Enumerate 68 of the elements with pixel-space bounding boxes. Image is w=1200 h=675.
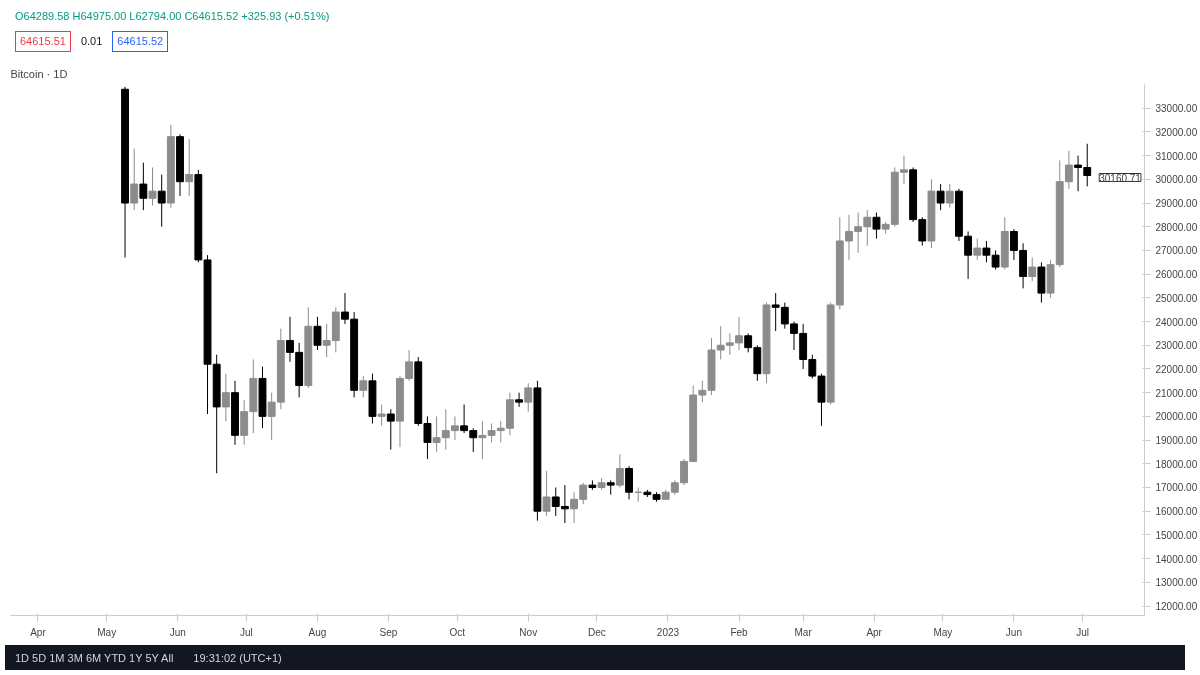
x-tick-label: Feb xyxy=(730,626,749,638)
y-tick-label: 24000.00 xyxy=(1155,316,1198,328)
text: 0.01 xyxy=(79,33,104,49)
y-tick-label: 14000.00 xyxy=(1155,553,1198,565)
y-tick-label: 16000.00 xyxy=(1155,506,1198,518)
text: 64615.52 xyxy=(112,30,169,53)
x-tick-label: Jun xyxy=(169,626,186,638)
x-tick-label: Apr xyxy=(866,626,883,638)
candlestick xyxy=(625,465,633,500)
candlestick xyxy=(515,392,524,408)
y-tick-label: 19000.00 xyxy=(1155,435,1198,447)
x-tick-label: Dec xyxy=(588,626,606,638)
candlestick xyxy=(359,375,368,398)
y-tick-label: 21000.00 xyxy=(1155,387,1198,399)
candlestick xyxy=(313,316,322,351)
x-tick-label: Jul xyxy=(1076,626,1090,638)
candlestick xyxy=(524,382,533,413)
x-tick-label: Oct xyxy=(449,626,466,638)
y-tick-label: 33000.00 xyxy=(1155,103,1198,115)
y-tick-label: 28000.00 xyxy=(1155,221,1198,233)
y-tick-label: 23000.00 xyxy=(1155,340,1198,352)
candlestick xyxy=(221,373,230,422)
candlestick xyxy=(991,249,1000,270)
text: 64615.51 xyxy=(15,30,71,53)
y-tick-label: 25000.00 xyxy=(1155,292,1198,304)
y-tick-label: 17000.00 xyxy=(1155,482,1198,494)
x-tick-label: Sep xyxy=(379,626,398,638)
x-tick-label: Nov xyxy=(519,626,538,638)
candlestick xyxy=(615,453,624,488)
y-tick-label: 27000.00 xyxy=(1155,245,1198,257)
text: O64289.58 H64975.00 L62794.00 C64615.52 +325.93 (+0.51%) xyxy=(15,9,330,24)
candlestick xyxy=(872,212,881,240)
y-tick-label: 13000.00 xyxy=(1155,577,1198,589)
y-tick-label: 15000.00 xyxy=(1155,529,1198,541)
candlestick xyxy=(982,240,991,263)
y-tick-label: 31000.00 xyxy=(1155,150,1198,162)
text: 19:31:02 (UTC+1) xyxy=(193,651,282,666)
x-tick-label: May xyxy=(97,626,117,638)
y-tick-label: 22000.00 xyxy=(1155,363,1198,375)
candlestick xyxy=(139,162,148,211)
x-tick-label: Apr xyxy=(30,626,47,638)
y-tick-label: 32000.00 xyxy=(1155,126,1198,138)
y-tick-label: 20000.00 xyxy=(1155,411,1198,423)
y-tick-label: 30000.00 xyxy=(1155,174,1198,186)
candlestick xyxy=(377,404,386,427)
x-tick-label: May xyxy=(933,626,953,638)
text: 1D 5D 1M 3M 6M YTD 1Y 5Y All xyxy=(15,652,174,664)
candlestick xyxy=(130,148,139,211)
x-tick-label: Jun xyxy=(1005,626,1022,638)
y-tick-label: 18000.00 xyxy=(1155,458,1198,470)
candlestick xyxy=(945,183,954,209)
candlestick xyxy=(148,166,157,206)
candlestick xyxy=(936,183,945,211)
y-tick-label: 26000.00 xyxy=(1155,269,1198,281)
candlestick xyxy=(432,415,441,453)
x-tick-label: Jul xyxy=(240,626,253,638)
candlestick xyxy=(185,138,194,197)
chart-title: Bitcoin · 1D xyxy=(10,67,68,80)
x-tick-label: Aug xyxy=(308,626,327,638)
candlestick xyxy=(386,408,395,451)
candlestick xyxy=(973,238,982,261)
candlestick xyxy=(157,174,166,228)
y-tick-label: 29000.00 xyxy=(1155,198,1198,210)
candlestick xyxy=(542,470,551,517)
y-tick-label: 12000.00 xyxy=(1155,601,1198,613)
candlestick xyxy=(1028,257,1037,282)
x-tick-label: Mar xyxy=(794,626,813,638)
x-tick-label: 2023 xyxy=(656,626,680,638)
